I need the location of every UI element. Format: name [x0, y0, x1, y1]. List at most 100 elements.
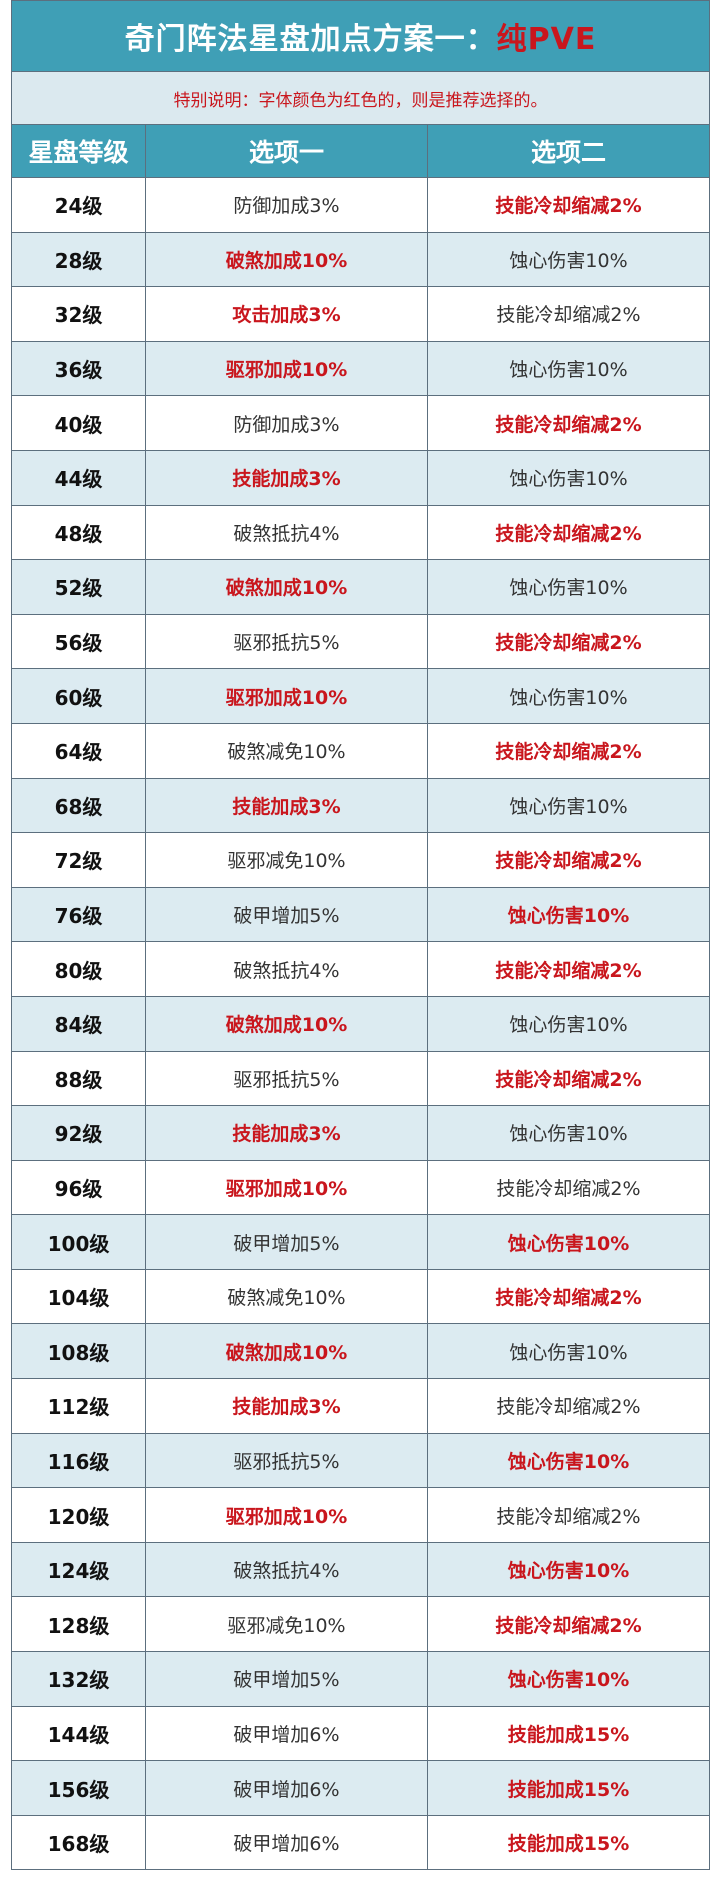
table-row: 24级 防御加成3% 技能冷却缩减2%	[11, 177, 711, 233]
option2-cell: 技能冷却缩减2%	[426, 941, 711, 997]
table-row: 68级 技能加成3% 蚀心伤害10%	[11, 777, 711, 834]
star-plate-table-sheet: 奇门阵法星盘加点方案一：纯PVE 特别说明：字体颜色为红色的，则是推荐选择的。 …	[10, 0, 711, 1871]
option1-cell: 驱邪减免10%	[145, 1596, 428, 1653]
option2-cell: 蚀心伤害10%	[426, 1105, 711, 1161]
option1-cell: 破煞抵抗4%	[145, 1541, 428, 1598]
level-cell: 24级	[11, 177, 146, 233]
table-row: 88级 驱邪抵抗5% 技能冷却缩减2%	[11, 1050, 711, 1107]
option1-cell: 防御加成3%	[145, 395, 428, 451]
table-row: 124级 破煞抵抗4% 蚀心伤害10%	[11, 1541, 711, 1598]
option1-cell: 破甲增加5%	[145, 1214, 428, 1270]
level-cell: 48级	[11, 504, 146, 561]
level-cell: 56级	[11, 613, 146, 670]
option1-cell: 驱邪抵抗5%	[145, 613, 428, 670]
level-cell: 32级	[11, 286, 146, 342]
option2-cell: 技能冷却缩减2%	[426, 832, 711, 888]
option1-cell: 技能加成3%	[145, 1105, 428, 1161]
table-row: 120级 驱邪加成10% 技能冷却缩减2%	[11, 1487, 711, 1543]
level-cell: 100级	[11, 1214, 146, 1270]
option2-cell: 技能冷却缩减2%	[426, 286, 711, 342]
option2-cell: 技能冷却缩减2%	[426, 504, 711, 561]
option2-cell: 蚀心伤害10%	[426, 1651, 711, 1707]
option1-cell: 破甲增加5%	[145, 886, 428, 943]
option1-cell: 破煞加成10%	[145, 559, 428, 615]
option2-cell: 技能冷却缩减2%	[426, 1378, 711, 1434]
table-title: 奇门阵法星盘加点方案一：纯PVE	[10, 0, 711, 72]
table-row: 92级 技能加成3% 蚀心伤害10%	[11, 1105, 711, 1161]
option1-cell: 技能加成3%	[145, 449, 428, 506]
option2-cell: 技能冷却缩减2%	[426, 1050, 711, 1107]
level-cell: 64级	[11, 722, 146, 779]
option2-cell: 蚀心伤害10%	[426, 559, 711, 615]
option1-cell: 攻击加成3%	[145, 286, 428, 342]
level-cell: 124级	[11, 1541, 146, 1598]
special-note: 特别说明：字体颜色为红色的，则是推荐选择的。	[10, 71, 711, 125]
table-body: 24级 防御加成3% 技能冷却缩减2% 28级 破煞加成10% 蚀心伤害10% 32级 攻击加…	[11, 177, 711, 1871]
option1-cell: 驱邪加成10%	[145, 1159, 428, 1216]
option1-cell: 破甲增加5%	[145, 1651, 428, 1707]
level-cell: 68级	[11, 777, 146, 834]
level-cell: 168级	[11, 1814, 146, 1871]
option1-cell: 破煞抵抗4%	[145, 941, 428, 997]
column-header-option2: 选项二	[426, 124, 711, 178]
level-cell: 80级	[11, 941, 146, 997]
option2-cell: 技能冷却缩减2%	[426, 1159, 711, 1216]
option2-cell: 蚀心伤害10%	[426, 340, 711, 397]
option1-cell: 技能加成3%	[145, 777, 428, 834]
option2-cell: 技能冷却缩减2%	[426, 1596, 711, 1653]
table-row: 100级 破甲增加5% 蚀心伤害10%	[11, 1214, 711, 1270]
level-cell: 40级	[11, 395, 146, 451]
option1-cell: 驱邪加成10%	[145, 668, 428, 724]
level-cell: 104级	[11, 1268, 146, 1325]
option1-cell: 驱邪抵抗5%	[145, 1432, 428, 1489]
option2-cell: 技能加成15%	[426, 1705, 711, 1762]
option1-cell: 破甲增加6%	[145, 1760, 428, 1816]
table-row: 168级 破甲增加6% 技能加成15%	[11, 1814, 711, 1871]
table-row: 72级 驱邪减免10% 技能冷却缩减2%	[11, 832, 711, 888]
option2-cell: 蚀心伤害10%	[426, 231, 711, 288]
level-cell: 144级	[11, 1705, 146, 1762]
table-row: 80级 破煞抵抗4% 技能冷却缩减2%	[11, 941, 711, 997]
table-row: 112级 技能加成3% 技能冷却缩减2%	[11, 1378, 711, 1434]
level-cell: 28级	[11, 231, 146, 288]
option2-cell: 蚀心伤害10%	[426, 777, 711, 834]
table-title-accent: 纯PVE	[496, 22, 597, 57]
option1-cell: 驱邪加成10%	[145, 1487, 428, 1543]
option1-cell: 驱邪加成10%	[145, 340, 428, 397]
option1-cell: 破煞加成10%	[145, 995, 428, 1052]
table-row: 144级 破甲增加6% 技能加成15%	[11, 1705, 711, 1762]
option1-cell: 破煞抵抗4%	[145, 504, 428, 561]
column-header-option1: 选项一	[145, 124, 428, 178]
option1-cell: 破煞减免10%	[145, 722, 428, 779]
option2-cell: 蚀心伤害10%	[426, 1541, 711, 1598]
level-cell: 156级	[11, 1760, 146, 1816]
option2-cell: 技能加成15%	[426, 1760, 711, 1816]
column-header-row: 星盘等级 选项一 选项二	[11, 124, 711, 178]
option1-cell: 驱邪抵抗5%	[145, 1050, 428, 1107]
column-header-level: 星盘等级	[11, 124, 146, 178]
option2-cell: 技能冷却缩减2%	[426, 1268, 711, 1325]
level-cell: 108级	[11, 1323, 146, 1380]
option2-cell: 蚀心伤害10%	[426, 449, 711, 506]
level-cell: 72级	[11, 832, 146, 888]
level-cell: 116级	[11, 1432, 146, 1489]
option1-cell: 驱邪减免10%	[145, 832, 428, 888]
option2-cell: 蚀心伤害10%	[426, 1214, 711, 1270]
level-cell: 52级	[11, 559, 146, 615]
option2-cell: 技能冷却缩减2%	[426, 1487, 711, 1543]
level-cell: 60级	[11, 668, 146, 724]
table-row: 60级 驱邪加成10% 蚀心伤害10%	[11, 668, 711, 724]
table-row: 116级 驱邪抵抗5% 蚀心伤害10%	[11, 1432, 711, 1489]
level-cell: 112级	[11, 1378, 146, 1434]
option1-cell: 破煞加成10%	[145, 231, 428, 288]
level-cell: 120级	[11, 1487, 146, 1543]
level-cell: 128级	[11, 1596, 146, 1653]
option2-cell: 技能加成15%	[426, 1814, 711, 1871]
table-row: 108级 破煞加成10% 蚀心伤害10%	[11, 1323, 711, 1380]
option2-cell: 技能冷却缩减2%	[426, 177, 711, 233]
table-row: 40级 防御加成3% 技能冷却缩减2%	[11, 395, 711, 451]
option2-cell: 蚀心伤害10%	[426, 1432, 711, 1489]
table-row: 36级 驱邪加成10% 蚀心伤害10%	[11, 340, 711, 397]
option2-cell: 蚀心伤害10%	[426, 668, 711, 724]
option1-cell: 技能加成3%	[145, 1378, 428, 1434]
